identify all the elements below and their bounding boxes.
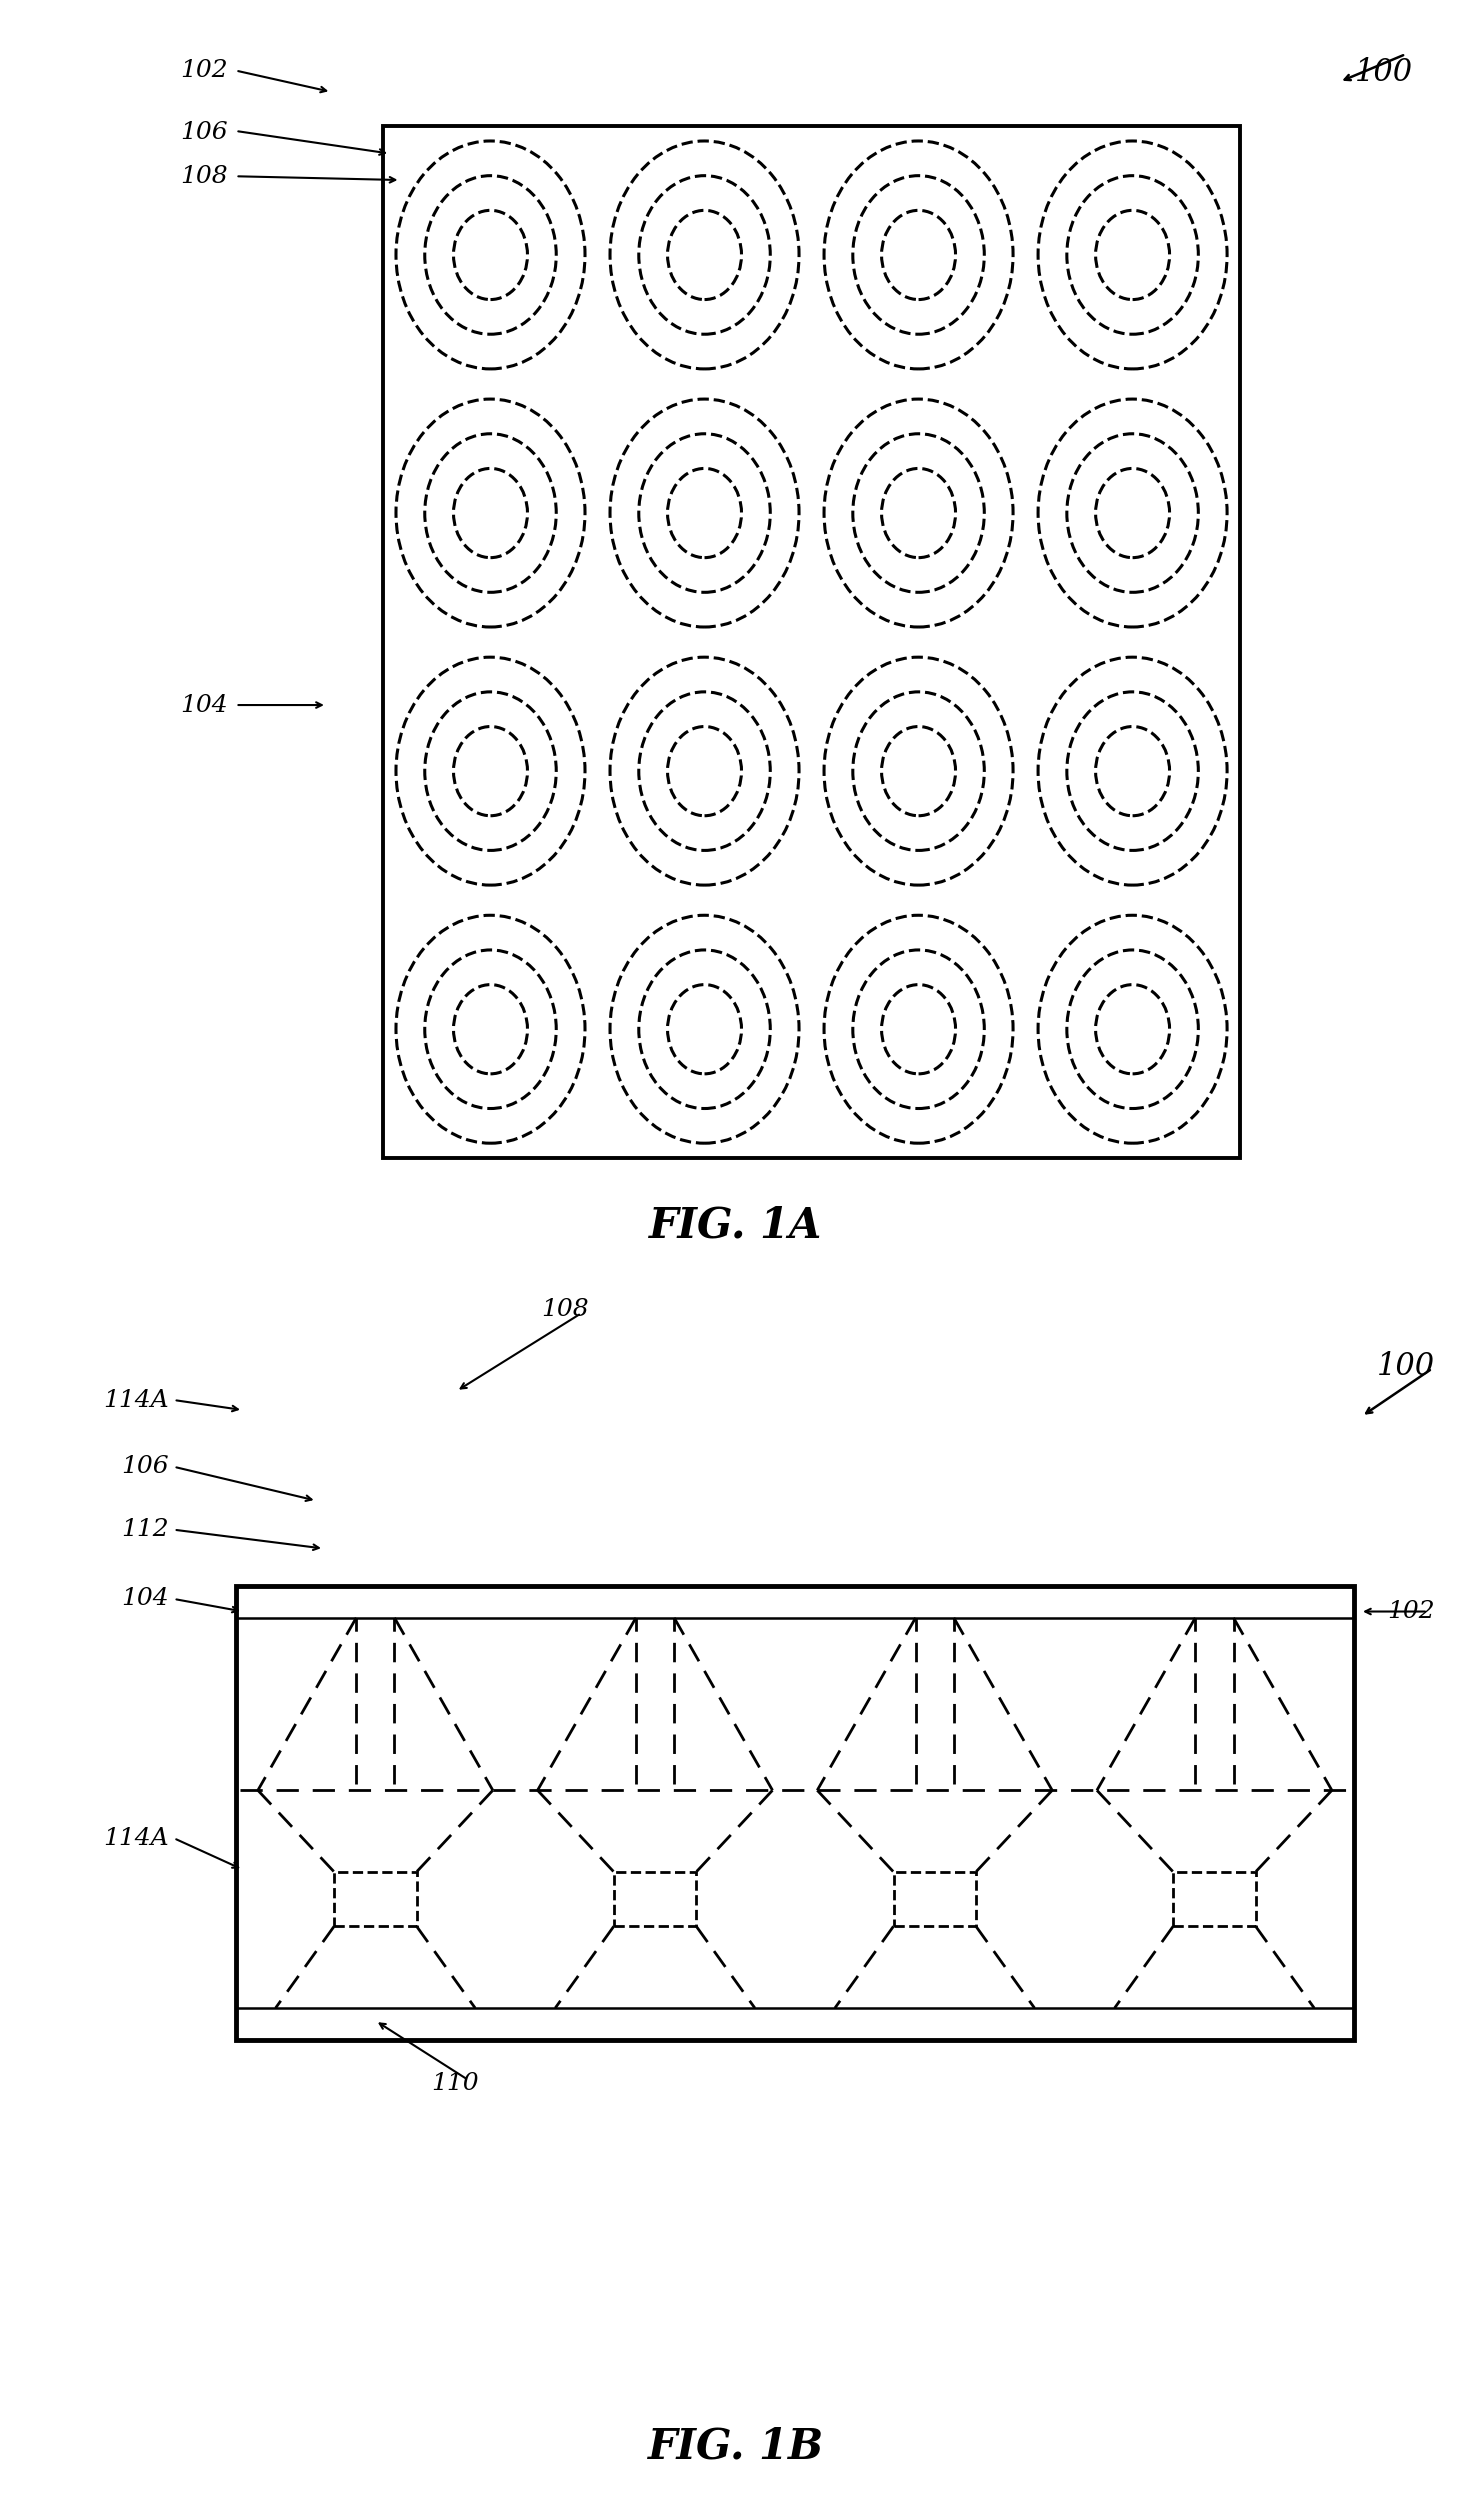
Text: 104: 104 (122, 1586, 169, 1612)
Bar (1173, 1871, 1256, 1926)
Text: 110: 110 (431, 2072, 478, 2095)
Text: FIG. 1A: FIG. 1A (649, 1204, 823, 1246)
Text: 114A: 114A (103, 1826, 169, 1851)
Text: 100: 100 (1378, 1350, 1435, 1382)
Bar (236, 1586, 1354, 2040)
Text: 102: 102 (181, 58, 228, 83)
Text: 100: 100 (1356, 55, 1413, 88)
Bar (384, 126, 1239, 1158)
Bar (614, 1871, 696, 1926)
Text: 102: 102 (1388, 1599, 1435, 1624)
Text: 108: 108 (181, 164, 228, 189)
Text: 106: 106 (122, 1455, 169, 1478)
Text: 104: 104 (181, 692, 228, 718)
Text: 114A: 114A (103, 1387, 169, 1413)
Bar (334, 1871, 417, 1926)
Text: 106: 106 (181, 121, 228, 144)
Text: FIG. 1B: FIG. 1B (648, 2425, 824, 2468)
Text: 112: 112 (122, 1518, 169, 1541)
Bar (894, 1871, 976, 1926)
Text: 108: 108 (542, 1297, 589, 1322)
